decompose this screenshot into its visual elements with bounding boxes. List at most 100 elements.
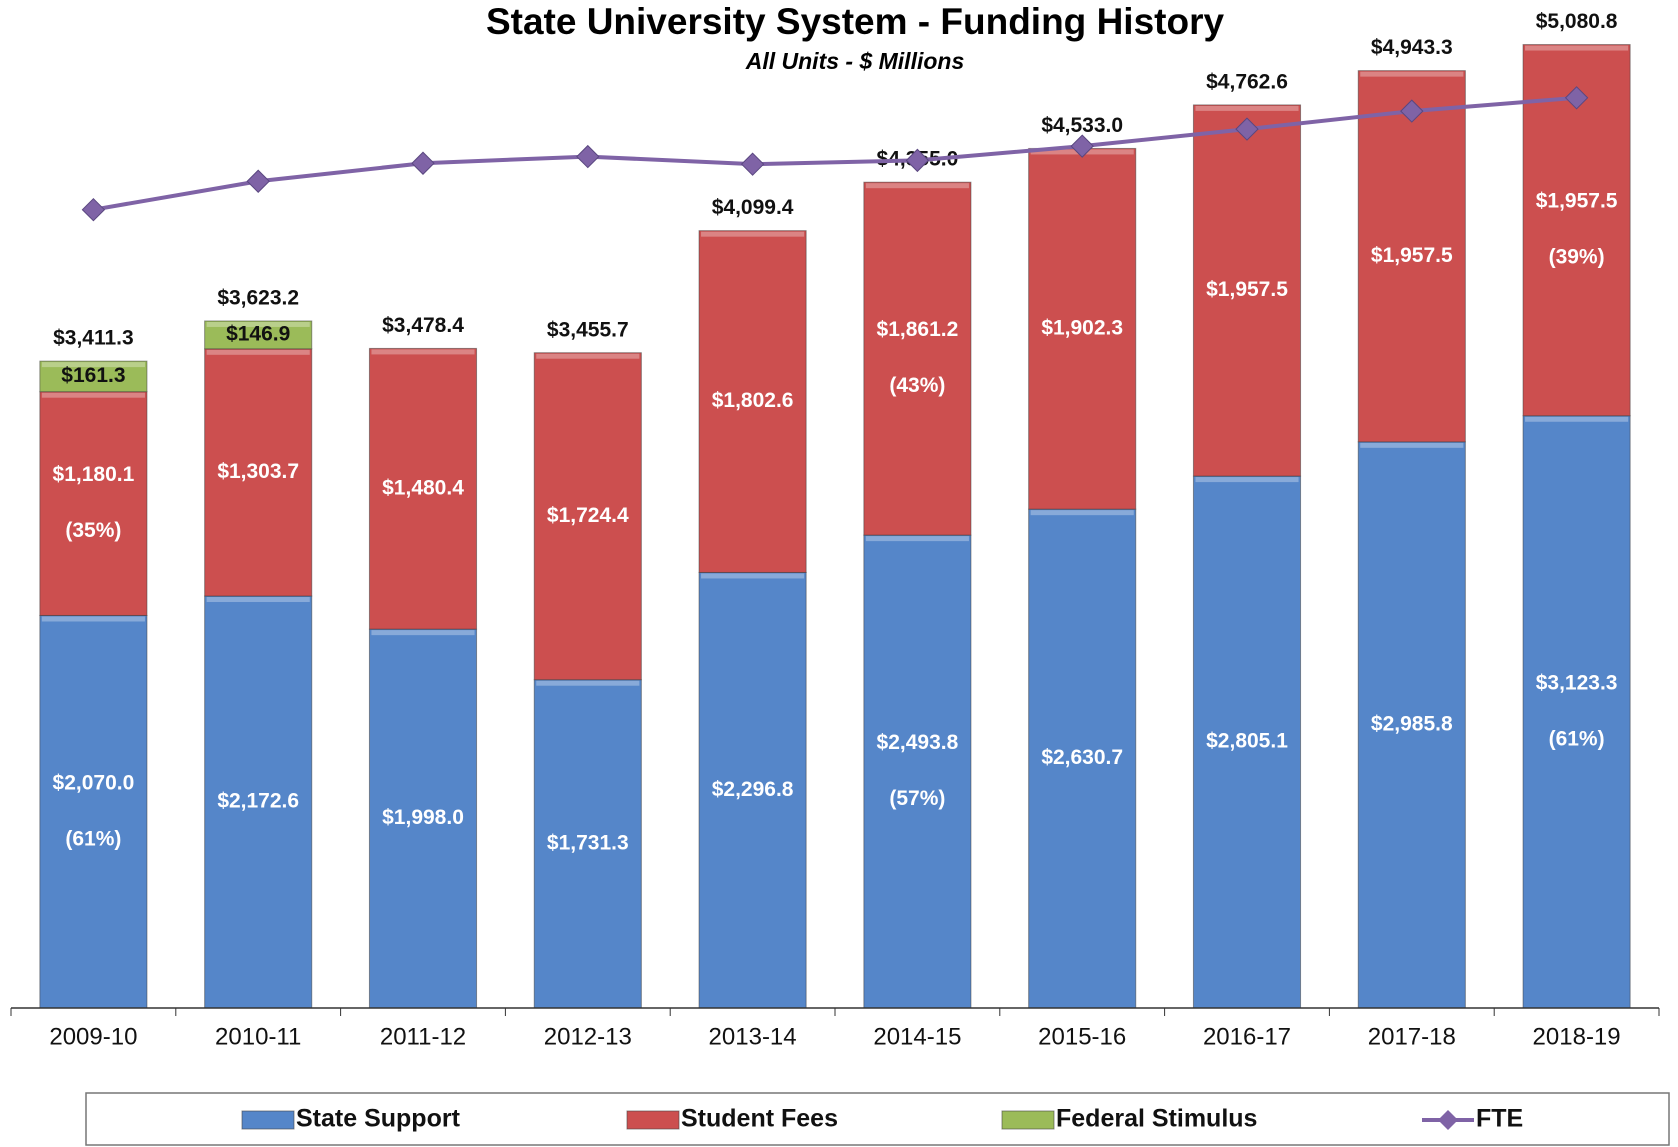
bar-highlight [41, 362, 145, 368]
x-tick-label: 2009-10 [49, 1023, 137, 1050]
bar-segment [863, 534, 972, 1009]
total-label: $4,099.4 [712, 196, 794, 219]
fte-marker [1070, 134, 1094, 158]
x-tick-label: 2018-19 [1533, 1023, 1621, 1050]
legend-swatch [1001, 1110, 1055, 1130]
bar-segment [863, 181, 972, 536]
bar-highlight [865, 183, 969, 189]
x-tick-label: 2011-12 [380, 1023, 466, 1050]
fte-marker [1564, 86, 1589, 110]
data-label: $1,957.5 [1371, 244, 1453, 267]
data-label: $1,957.5 [1206, 278, 1288, 301]
data-label: $1,998.0 [382, 806, 464, 829]
bar-highlight [1360, 71, 1464, 77]
data-label: $1,731.3 [547, 831, 629, 854]
data-label: $1,724.4 [547, 504, 629, 527]
share-label: (35%) [65, 519, 121, 542]
bar-segment [39, 614, 148, 1009]
fte-marker [905, 148, 930, 173]
bar-segment [698, 571, 807, 1009]
data-label: $2,172.6 [217, 790, 299, 813]
fte-marker [411, 151, 435, 175]
fte-marker [246, 169, 270, 193]
bar-highlight [371, 630, 475, 636]
x-tick-label: 2012-13 [544, 1023, 632, 1050]
bar-highlight [1030, 510, 1134, 516]
fte-marker [740, 152, 765, 176]
bar-highlight [206, 349, 310, 355]
bar-segment [204, 320, 313, 350]
fte-marker [81, 197, 106, 222]
share-label: (61%) [65, 827, 121, 850]
x-tick-label: 2010-11 [215, 1023, 301, 1050]
data-label: $1,957.5 [1536, 190, 1618, 213]
bar-highlight [41, 616, 145, 622]
bar-segment [204, 348, 313, 597]
fte-line [93, 95, 1577, 212]
bar-segment [698, 230, 807, 573]
data-label: $1,480.4 [382, 476, 464, 499]
total-label: $4,533.0 [1041, 114, 1123, 137]
data-label: $146.9 [226, 322, 290, 345]
data-label: $2,296.8 [712, 778, 794, 801]
bar-segment [1192, 104, 1302, 477]
data-label: $2,805.1 [1206, 730, 1288, 753]
data-label: $1,303.7 [217, 460, 299, 483]
bar-segment [39, 391, 148, 616]
x-tick-label: 2014-15 [873, 1023, 961, 1050]
data-label: $161.3 [61, 364, 125, 387]
bar-segment [368, 347, 478, 630]
bar-highlight [536, 353, 640, 359]
total-label: $4,943.3 [1371, 36, 1453, 59]
bar-segment [1357, 70, 1466, 443]
share-label: (61%) [1549, 727, 1605, 750]
fte-marker [1400, 99, 1424, 123]
bar-highlight [206, 597, 310, 603]
x-tick-label: 2013-14 [709, 1023, 797, 1050]
bar-highlight [371, 349, 475, 355]
legend-label: Student Fees [681, 1105, 838, 1133]
data-label: $2,985.8 [1371, 712, 1453, 735]
bar-highlight [1195, 105, 1299, 111]
chart-subtitle: All Units - $ Millions [745, 48, 965, 74]
data-label: $1,802.6 [712, 389, 794, 412]
total-label: $3,411.3 [53, 327, 134, 350]
legend-label: Federal Stimulus [1056, 1105, 1257, 1133]
data-label: $1,902.3 [1041, 316, 1123, 339]
bar-highlight [206, 321, 310, 327]
x-tick-label: 2015-16 [1038, 1023, 1126, 1050]
legend-swatch [241, 1110, 295, 1130]
data-label: $1,861.2 [877, 318, 959, 341]
legend-swatch [1438, 1110, 1458, 1130]
x-tick-label: 2016-17 [1203, 1023, 1291, 1050]
legend-label: FTE [1476, 1105, 1523, 1133]
legend-box [85, 1092, 1670, 1146]
bar-segment [1028, 147, 1137, 510]
data-label: $2,493.8 [877, 731, 959, 754]
total-label: $3,455.7 [547, 318, 629, 341]
bar-highlight [1195, 477, 1299, 483]
share-label: (57%) [889, 787, 945, 810]
bar-highlight [1525, 45, 1629, 51]
data-label: $2,630.7 [1041, 746, 1123, 769]
bar-segment [1522, 415, 1631, 1009]
fte-marker [1235, 117, 1259, 141]
legend-swatch [626, 1110, 680, 1130]
bar-highlight [701, 573, 805, 579]
chart-title: State University System - Funding Histor… [486, 1, 1225, 42]
x-tick-label: 2017-18 [1368, 1023, 1456, 1050]
bar-highlight [536, 680, 640, 686]
bar-highlight [865, 536, 969, 542]
bar-highlight [41, 392, 145, 398]
total-label: $5,080.8 [1536, 10, 1618, 33]
bar-segment [368, 628, 478, 1009]
bar-highlight [1525, 416, 1629, 422]
share-label: (39%) [1549, 246, 1605, 269]
bar-segment [1357, 441, 1466, 1009]
data-label: $1,180.1 [53, 463, 135, 486]
bar-segment [533, 352, 642, 681]
bar-highlight [701, 231, 805, 237]
share-label: (43%) [889, 374, 945, 397]
data-label: $3,123.3 [1536, 671, 1618, 694]
